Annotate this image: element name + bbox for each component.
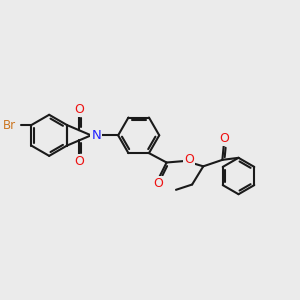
Text: Br: Br (3, 118, 16, 131)
Text: O: O (74, 155, 84, 168)
Text: O: O (153, 177, 163, 190)
Text: O: O (219, 132, 229, 145)
Text: N: N (92, 129, 101, 142)
Text: O: O (184, 153, 194, 167)
Text: O: O (74, 103, 84, 116)
